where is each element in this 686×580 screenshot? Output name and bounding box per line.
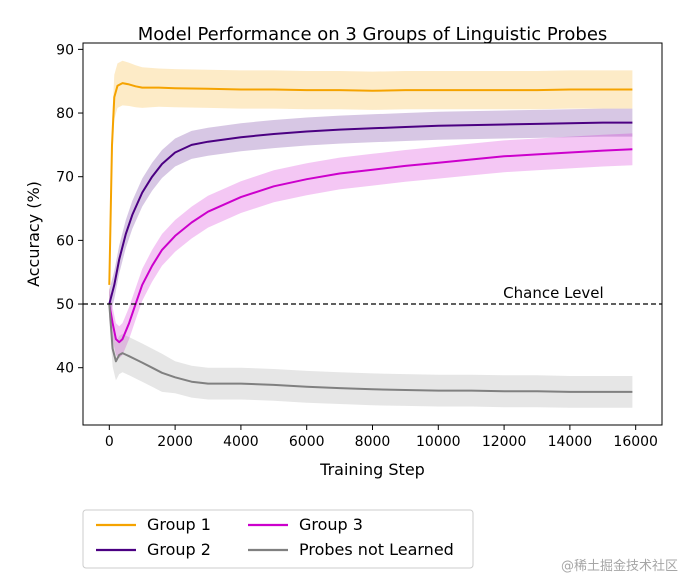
x-tick-label: 4000 [223,434,259,450]
x-axis-label: Training Step [319,460,425,479]
x-tick-label: 2000 [157,434,193,450]
x-tick-label: 6000 [289,434,325,450]
chance-level-label: Chance Level [503,284,604,302]
series-lines [108,82,633,393]
x-tick-label: 14000 [548,434,593,450]
legend-label: Probes not Learned [299,540,454,559]
x-tick-label: 0 [105,434,114,450]
line-probes-not-learned [108,303,633,393]
y-tick-label: 40 [56,361,74,377]
confidence-bands [109,60,633,408]
legend-item-group-1: Group 1 [96,515,211,534]
y-tick-label: 60 [56,233,74,249]
legend-label: Group 3 [299,515,363,534]
x-tick-label: 10000 [416,434,461,450]
line-group-2 [108,121,633,305]
x-tick-label: 8000 [355,434,391,450]
watermark: @稀土掘金技术社区 [560,559,678,574]
line-group-3 [108,148,633,344]
band-group-1 [109,60,633,308]
legend-label: Group 1 [147,515,211,534]
legend-box [82,509,474,569]
band-group-3 [109,133,633,359]
x-axis-ticks: 0 2000 4000 6000 8000 10000 12000 14000 16000 [105,425,658,450]
y-tick-label: 80 [56,106,74,122]
y-axis-label: Accuracy (%) [24,181,43,287]
legend-label: Group 2 [147,540,211,559]
line-group-1 [108,82,633,285]
x-tick-label: 16000 [613,434,658,450]
legend-item-probes-not-learned: Probes not Learned [248,540,454,559]
y-tick-label: 50 [56,297,74,313]
legend-item-group-2: Group 2 [96,540,211,559]
band-probes-not-learned [109,288,633,408]
x-tick-label: 12000 [482,434,527,450]
y-axis-ticks: 40 50 60 70 80 90 [56,42,83,377]
y-tick-label: 70 [56,170,74,186]
chart-title: Model Performance on 3 Groups of Linguis… [138,24,608,45]
band-group-2 [109,108,633,318]
y-tick-label: 90 [56,42,74,58]
legend: Group 1 Group 2 Group 3 Probes not Learned [82,509,474,569]
legend-item-group-3: Group 3 [248,515,363,534]
